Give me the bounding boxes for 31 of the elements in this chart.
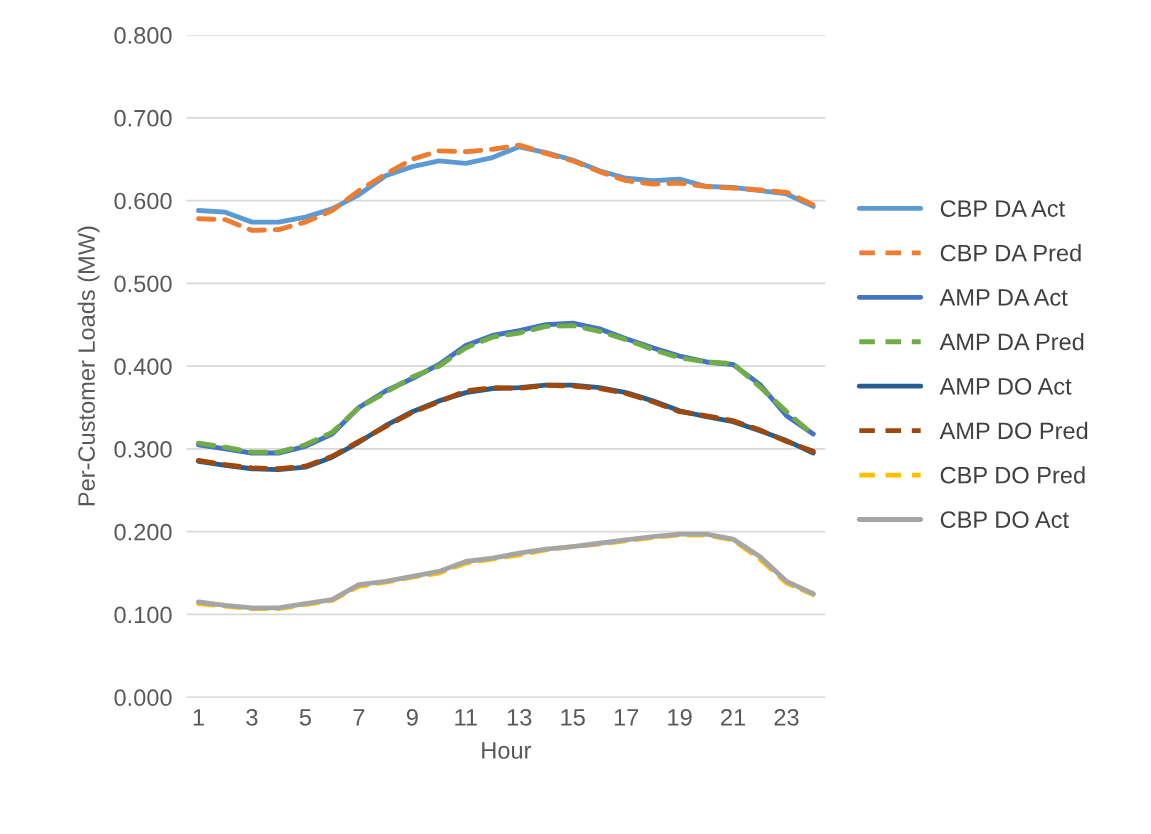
y-tick-label: 0.600 (114, 192, 172, 210)
y-tick-label: 0.000 (114, 689, 172, 707)
y-axis-title: Per-Customer Loads (MW) (77, 226, 100, 506)
x-tick-label: 3 (246, 708, 258, 726)
x-tick-label: 7 (353, 709, 365, 726)
x-tick-label: 5 (299, 709, 311, 726)
legend-label: CBP DA Act (940, 200, 1065, 217)
y-tick-label: 0.500 (114, 275, 172, 293)
legend-label: CBP DO Act (940, 511, 1069, 529)
legend-label: AMP DA Act (939, 289, 1068, 306)
legend-label: CBP DO Pred (940, 466, 1085, 484)
legend-label: AMP DO Pred (939, 421, 1088, 440)
legend-label: AMP DA Pred (939, 332, 1084, 351)
legend-label: CBP DA Pred (940, 244, 1081, 262)
x-tick-label: 13 (507, 708, 532, 726)
x-tick-label: 15 (561, 709, 585, 726)
x-tick-label: 9 (406, 708, 418, 726)
x-tick-label: 23 (774, 708, 799, 726)
legend-label: AMP DO Act (939, 377, 1072, 395)
y-tick-label: 0.300 (114, 440, 172, 458)
y-tick-label: 0.800 (114, 27, 172, 44)
x-tick-label: 11 (455, 709, 477, 726)
x-tick-label: 19 (668, 708, 692, 726)
x-tick-label: 21 (721, 708, 746, 726)
x-axis-title: Hour (482, 742, 532, 759)
x-tick-label: 1 (193, 709, 204, 726)
x-tick-label: 17 (614, 709, 639, 726)
y-tick-label: 0.200 (114, 523, 172, 541)
y-tick-label: 0.100 (114, 606, 172, 624)
y-tick-label: 0.400 (114, 358, 172, 375)
y-tick-label: 0.700 (114, 109, 172, 127)
